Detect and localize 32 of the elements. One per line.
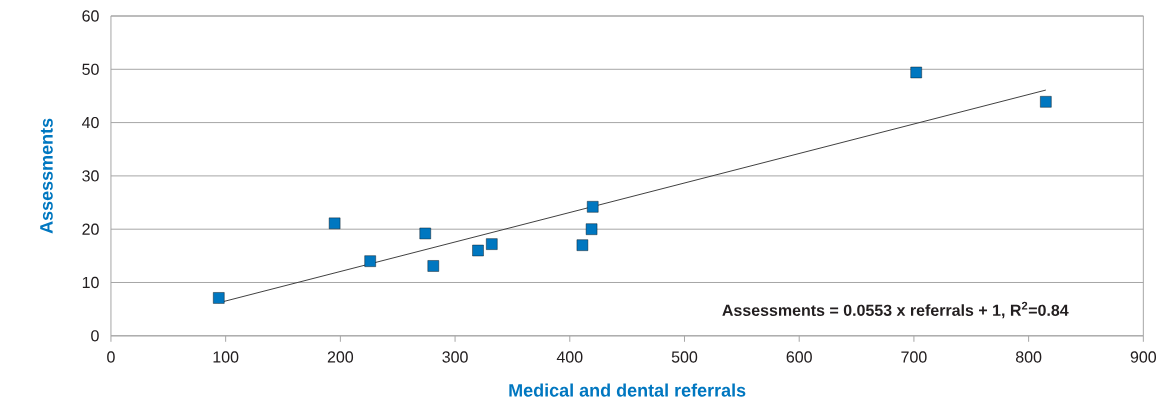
point [364, 255, 376, 267]
point [585, 223, 598, 236]
point [328, 217, 341, 230]
point [576, 239, 589, 252]
x-tick-label: 100 [213, 351, 239, 363]
point [427, 260, 439, 272]
y-tick-label: 10 [82, 276, 99, 289]
x-tick-label: 500 [671, 351, 698, 363]
point [486, 238, 498, 250]
y-tick-label: 50 [82, 63, 99, 76]
x-tick-label: 300 [442, 351, 468, 363]
x-tick-label: 200 [327, 351, 354, 363]
point [472, 244, 484, 257]
point [910, 66, 922, 79]
x-axis-title: Medical and dental referrals [509, 383, 746, 397]
x-tick-label: 800 [1015, 351, 1042, 363]
y-tick-label: 20 [82, 223, 99, 235]
y-tick-label: 40 [81, 117, 99, 129]
y-tick-label: 30 [82, 170, 99, 182]
point [1040, 96, 1052, 108]
point [587, 201, 599, 213]
y-axis-title: Assessments [40, 118, 53, 234]
annotation: Assessments = 0.0553 x referrals + 1, R$^{2}$=0.84 [722, 301, 1069, 319]
y-tick-label: 60 [82, 10, 99, 22]
x-tick-label: 700 [901, 351, 927, 363]
x-tick-label: 600 [786, 351, 812, 363]
point [213, 292, 225, 304]
y-tick-label: 0 [91, 330, 99, 342]
x-tick-label: 900 [1130, 351, 1157, 363]
x-tick-label: 400 [556, 351, 583, 363]
x-tick-label: 0 [107, 351, 115, 363]
point [419, 227, 431, 240]
